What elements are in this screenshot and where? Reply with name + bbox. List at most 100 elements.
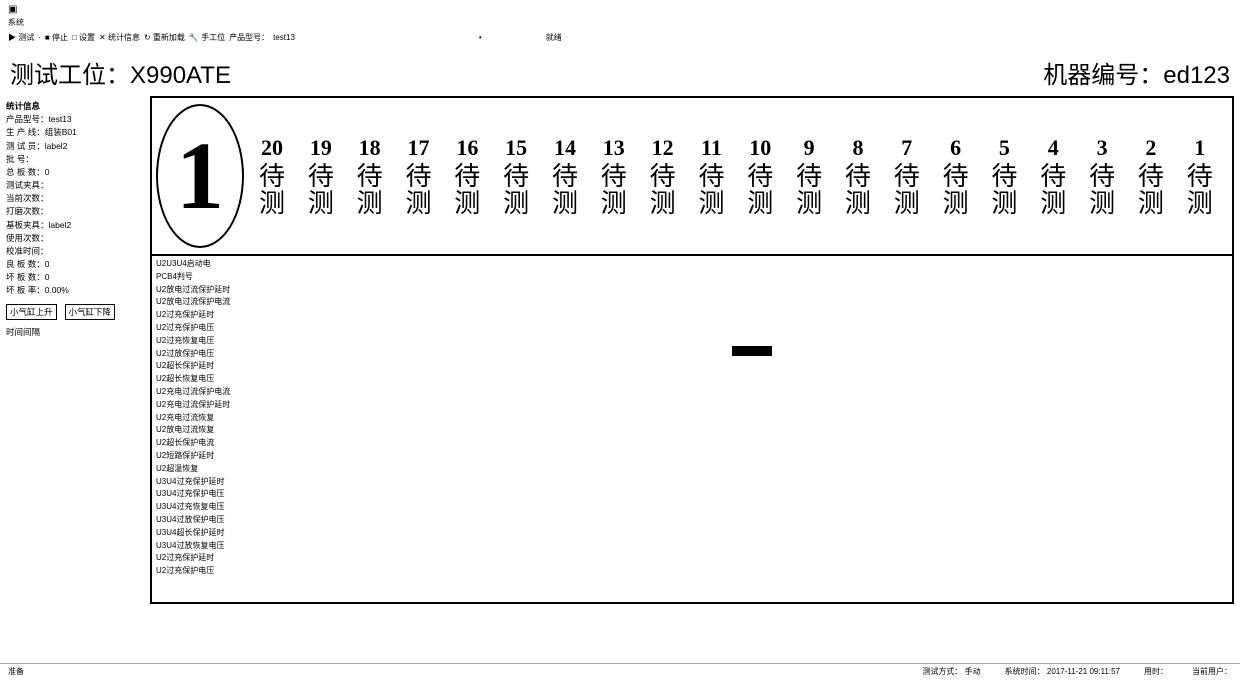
log-line: U2短路保护延时 (156, 450, 1228, 463)
log-line: U2超长恢复电压 (156, 373, 1228, 386)
slot: 12待测 (639, 135, 687, 218)
sidebar-title: 统计信息 (6, 100, 144, 113)
slot-status: 待测 (943, 163, 969, 218)
log-line: U3U4超长保护延时 (156, 527, 1228, 540)
log-line: U2超温恢复 (156, 463, 1228, 476)
log-line: U2过充恢复电压 (156, 335, 1228, 348)
slot-number: 15 (505, 135, 527, 161)
station-oval: 1 (156, 104, 244, 248)
log-line: U3U4过充保护延时 (156, 476, 1228, 489)
tb-manual[interactable]: 🔧 手工位 (189, 32, 225, 43)
menu-system[interactable]: 系统 (8, 17, 1232, 28)
sidebar-row: 当前次数： (6, 192, 144, 205)
slot-status: 待测 (503, 163, 529, 218)
log-line: U3U4过充恢复电压 (156, 501, 1228, 514)
slot: 18待测 (346, 135, 394, 218)
tb-settings[interactable]: □ 设置 (72, 32, 95, 43)
machine-label: 机器编号： (1043, 62, 1163, 89)
slot: 1待测 (1176, 135, 1224, 218)
slot-status: 待测 (1187, 163, 1213, 218)
slot-number: 1 (1194, 135, 1205, 161)
slot: 3待测 (1078, 135, 1126, 218)
slot-number: 12 (652, 135, 674, 161)
timer-label: 时间间隔 (6, 326, 144, 339)
slot: 6待测 (932, 135, 980, 218)
slot-number: 20 (261, 135, 283, 161)
tb-reload[interactable]: ↻ 重新加载 (144, 32, 185, 43)
slot-number: 18 (359, 135, 381, 161)
slot-number: 10 (749, 135, 771, 161)
log-line: U2U3U4启动电 (156, 258, 1228, 271)
slot: 13待测 (590, 135, 638, 218)
log-line: U2过充保护延时 (156, 552, 1228, 565)
slot-number: 8 (852, 135, 863, 161)
slot: 4待测 (1029, 135, 1077, 218)
tb-start[interactable]: ▶ 测试 (8, 32, 34, 43)
slot-number: 11 (701, 135, 722, 161)
sidebar-row: 校准时间： (6, 245, 144, 258)
log-line: U2放电过流恢复 (156, 424, 1228, 437)
window-icon: ▣ (8, 4, 18, 14)
btn-cyl-up[interactable]: 小气缸上升 (6, 304, 57, 320)
slot-number: 2 (1145, 135, 1156, 161)
slot-status: 待测 (796, 163, 822, 218)
slot-number: 17 (407, 135, 429, 161)
sidebar-row: 坏 板 率：0.00% (6, 284, 144, 297)
slot-status: 待测 (259, 163, 285, 218)
log-line: U2放电过流保护延时 (156, 284, 1228, 297)
sidebar-row: 良 板 数：0 (6, 258, 144, 271)
slot-number: 13 (603, 135, 625, 161)
header: 测试工位：X990ATE 机器编号：ed123 (0, 45, 1240, 96)
slot: 19待测 (297, 135, 345, 218)
log-line: U3U4过放保护电压 (156, 514, 1228, 527)
slot: 15待测 (492, 135, 540, 218)
log-line: U2过放保护电压 (156, 348, 1228, 361)
slot-number: 16 (456, 135, 478, 161)
slot: 16待测 (443, 135, 491, 218)
sidebar-row: 生 产 线：组装B01 (6, 126, 144, 139)
tb-prod-label: 产品型号： (229, 32, 269, 43)
station-label: 测试工位： (10, 62, 130, 89)
slot-number: 4 (1048, 135, 1059, 161)
slot: 11待测 (687, 135, 735, 218)
log-line: PCB4判号 (156, 271, 1228, 284)
log-line: U2过充保护电压 (156, 322, 1228, 335)
btn-cyl-down[interactable]: 小气缸下降 (65, 304, 116, 320)
log-panel[interactable]: U2U3U4启动电PCB4判号U2放电过流保护延时U2放电过流保护电流U2过充保… (150, 256, 1234, 604)
log-line: U3U4过充保护电压 (156, 488, 1228, 501)
sidebar-row: 打磨次数： (6, 205, 144, 218)
slot-number: 7 (901, 135, 912, 161)
slot-number: 6 (950, 135, 961, 161)
slot-number: 5 (999, 135, 1010, 161)
footer-time-label: 系统时间： (1005, 667, 1045, 676)
slot-status: 待测 (308, 163, 334, 218)
log-line: U2放电过流保护电流 (156, 296, 1228, 309)
machine-value: ed123 (1163, 62, 1230, 89)
slot: 9待测 (785, 135, 833, 218)
sidebar-row: 产品型号：test13 (6, 113, 144, 126)
tb-stop[interactable]: ■ 停止 (45, 32, 68, 43)
slot: 20待测 (248, 135, 296, 218)
slot-status: 待测 (747, 163, 773, 218)
tb-stats[interactable]: ✕ 统计信息 (99, 32, 140, 43)
sidebar-row: 总 板 数：0 (6, 166, 144, 179)
slot-status: 待测 (405, 163, 431, 218)
slot: 8待测 (834, 135, 882, 218)
tb-mid: • (479, 33, 482, 42)
sidebar-row: 测 试 员：label2 (6, 140, 144, 153)
footer-ready: 准备 (8, 666, 24, 677)
log-line: U3U4过放恢复电压 (156, 540, 1228, 553)
sidebar: 统计信息 产品型号：test13生 产 线：组装B01测 试 员：label2批… (0, 96, 150, 343)
slot: 2待测 (1127, 135, 1175, 218)
slot: 17待测 (394, 135, 442, 218)
sidebar-row: 使用次数： (6, 232, 144, 245)
footer-elapsed-label: 用时： (1144, 667, 1168, 676)
slot-number: 3 (1097, 135, 1108, 161)
slot-status: 待测 (357, 163, 383, 218)
station-value: X990ATE (130, 62, 231, 89)
slot: 5待测 (980, 135, 1028, 218)
slot-status: 待测 (454, 163, 480, 218)
toolbar: ▶ 测试 · ■ 停止 □ 设置 ✕ 统计信息 ↻ 重新加载 🔧 手工位 产品型… (8, 32, 1232, 43)
slot: 14待测 (541, 135, 589, 218)
log-line: U2过充保护延时 (156, 309, 1228, 322)
